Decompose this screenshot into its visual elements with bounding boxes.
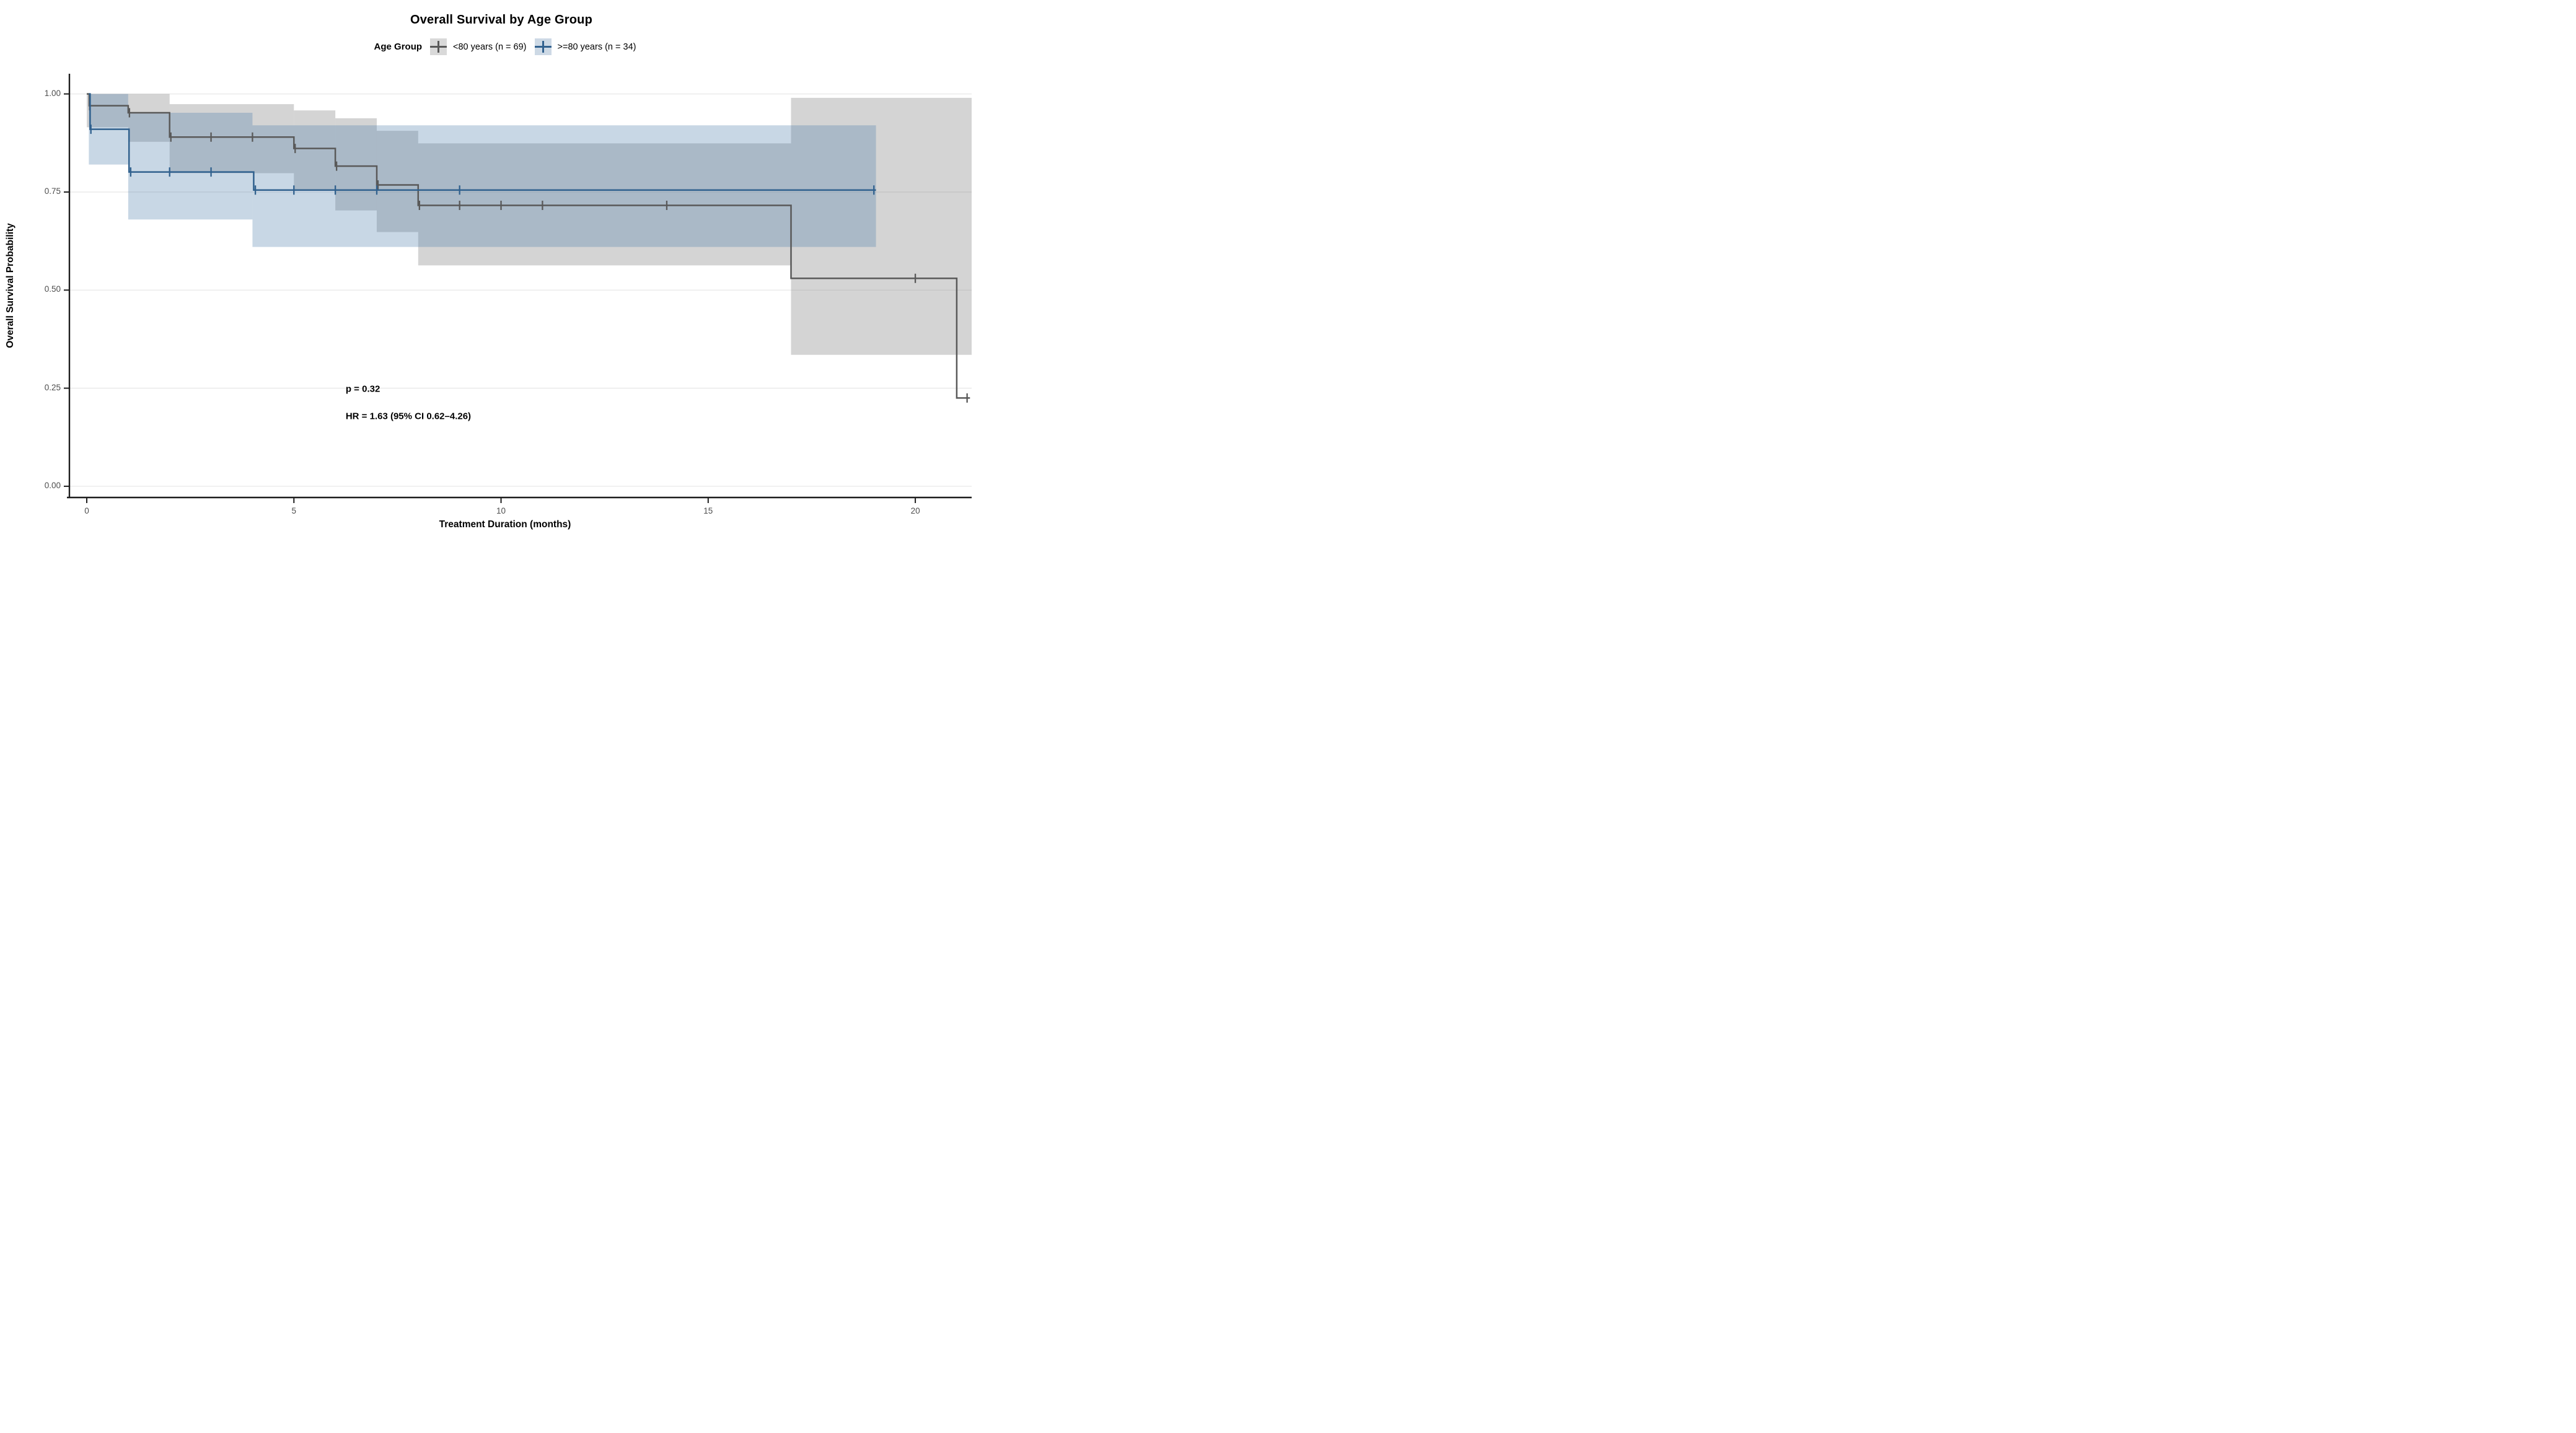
ci-band-ge80 (89, 94, 876, 247)
legend-item-ge80: >=80 years (n = 34) (534, 38, 636, 55)
stat-annotation-hazard-ratio: HR = 1.63 (95% CI 0.62–4.26) (345, 411, 472, 422)
x-tick-label: 10 (496, 506, 506, 515)
ci-band-lt80 (87, 94, 972, 355)
y-tick-label: 0.50 (44, 284, 61, 294)
km-survival-figure: Overall Survival by Age Group Age Group … (0, 0, 972, 540)
legend-title: Age Group (374, 42, 423, 52)
legend-label: <80 years (n = 69) (453, 42, 527, 52)
stat-annotation-pvalue: p = 0.32 (345, 383, 380, 395)
legend-key-cross-icon (430, 38, 447, 55)
survival-curve-lt80 (87, 93, 970, 399)
axes (64, 74, 972, 503)
y-tick-label: 0.25 (44, 382, 61, 392)
survival-curve-ge80 (89, 93, 876, 191)
ci-rect (791, 97, 972, 355)
legend-label: >=80 years (n = 34) (557, 42, 636, 52)
step-path (87, 93, 970, 399)
legend-key-cross-icon (534, 38, 552, 55)
ci-rect (87, 94, 128, 128)
chart-title: Overall Survival by Age Group (410, 13, 593, 27)
ci-rect (128, 94, 170, 142)
x-tick-label: 15 (703, 506, 713, 515)
x-axis-title: Treatment Duration (months) (439, 519, 571, 530)
ci-rect (294, 110, 336, 190)
y-tick-label: 0.00 (44, 480, 61, 490)
ci-rect (169, 104, 294, 173)
gridlines (69, 93, 972, 487)
legend-item-lt80: <80 years (n = 69) (430, 38, 527, 55)
legend: Age Group <80 years (n = 69) >=80 years (… (0, 38, 972, 55)
ci-rect (418, 143, 791, 266)
x-tick-label: 0 (84, 506, 89, 515)
x-tick-label: 5 (291, 506, 297, 515)
ci-rect (252, 125, 876, 247)
ci-rect (128, 113, 253, 220)
ci-rect (335, 118, 377, 211)
y-tick-label: 0.75 (44, 186, 61, 196)
censor-ticks-ge80 (90, 125, 875, 195)
ci-rect (376, 131, 418, 232)
y-axis-title: Overall Survival Probability (5, 223, 15, 348)
step-path (89, 93, 876, 191)
km-chart-canvas (64, 74, 972, 503)
y-tick-label: 1.00 (44, 88, 61, 98)
x-tick-label: 20 (910, 506, 920, 515)
